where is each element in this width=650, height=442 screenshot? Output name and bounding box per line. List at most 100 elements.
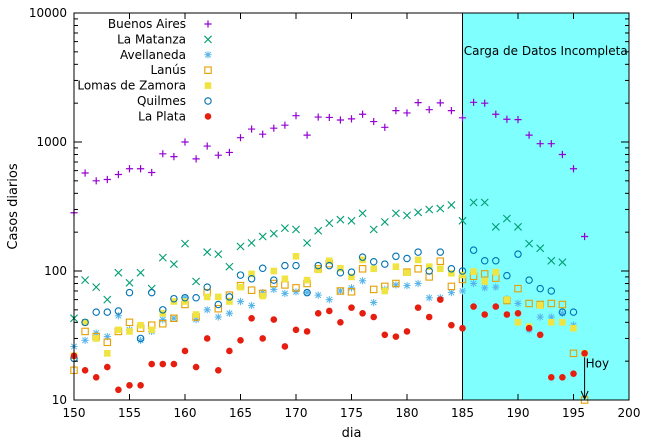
data-point (103, 308, 112, 316)
data-point (381, 287, 389, 295)
data-point (525, 239, 534, 248)
data-point (348, 304, 355, 311)
data-point (436, 257, 445, 266)
data-point (214, 250, 223, 259)
data-point (292, 284, 300, 292)
data-point (214, 151, 222, 159)
data-point (303, 276, 311, 284)
data-point (359, 110, 367, 118)
legend-marker (204, 35, 212, 44)
data-point (92, 335, 100, 342)
data-point (203, 248, 212, 257)
data-point (425, 294, 433, 302)
data-point (103, 295, 112, 304)
legend-label: Lomas de Zamora (77, 79, 186, 93)
data-point (104, 350, 111, 357)
data-point (536, 313, 544, 321)
data-point (258, 264, 267, 273)
data-point (347, 115, 356, 123)
data-point (547, 256, 556, 265)
data-point (92, 373, 100, 381)
x-tick-label: 155 (118, 406, 141, 420)
data-point (125, 278, 134, 287)
legend-marker (204, 113, 212, 120)
data-point (525, 324, 533, 332)
data-point (247, 275, 256, 283)
data-point (570, 324, 577, 332)
data-point (192, 294, 200, 302)
data-point (503, 271, 511, 280)
data-point (336, 287, 345, 295)
data-point (347, 288, 356, 296)
data-point (492, 268, 500, 276)
data-point (447, 200, 456, 209)
data-point (103, 338, 112, 347)
data-point (381, 260, 389, 268)
data-point (281, 121, 289, 129)
x-tick-label: 180 (396, 406, 419, 420)
legend-marker (204, 51, 212, 59)
data-point (414, 279, 422, 288)
data-point (248, 270, 255, 278)
data-point (247, 238, 256, 247)
data-point (448, 269, 455, 277)
series-6 (70, 296, 588, 394)
data-point (103, 175, 111, 184)
data-point (292, 261, 300, 270)
legend-marker (204, 20, 212, 28)
data-point (459, 271, 466, 279)
data-point (136, 268, 145, 277)
data-point (547, 140, 555, 148)
y-tick-label: 100 (44, 264, 67, 278)
data-point (391, 209, 400, 218)
data-point (181, 294, 189, 302)
data-point (81, 169, 89, 177)
data-point (314, 113, 322, 121)
data-point (380, 217, 389, 226)
data-point (81, 327, 89, 336)
data-point (237, 283, 244, 291)
x-tick-label: 170 (285, 406, 308, 420)
data-point (81, 318, 89, 327)
data-point (481, 278, 488, 285)
data-point (558, 150, 566, 159)
data-point (414, 248, 422, 256)
data-point (159, 360, 167, 368)
data-point (436, 99, 444, 107)
data-point (92, 177, 100, 185)
data-point (236, 242, 245, 251)
data-point (437, 296, 444, 303)
data-point (425, 205, 434, 214)
data-point (270, 276, 278, 284)
data-point (425, 263, 433, 270)
data-point (481, 311, 489, 318)
data-point (192, 316, 200, 324)
data-point (192, 277, 201, 286)
data-point (503, 115, 511, 123)
data-point (314, 261, 322, 270)
data-point (447, 289, 455, 297)
data-point (370, 117, 378, 126)
data-point (226, 298, 233, 305)
data-point (137, 165, 145, 173)
data-point (502, 214, 511, 223)
data-point (436, 248, 445, 256)
data-point (470, 98, 478, 106)
data-point (192, 155, 200, 163)
data-point (336, 287, 344, 295)
data-point (115, 386, 122, 394)
data-point (337, 264, 344, 272)
data-point (492, 303, 500, 310)
x-axis-label: dia (342, 426, 362, 441)
x-tick-label: 185 (451, 406, 474, 420)
data-point (558, 308, 567, 316)
y-tick-label: 10000 (29, 6, 67, 20)
data-point (514, 309, 522, 317)
data-point (281, 343, 289, 350)
incomplete-data-region (462, 12, 630, 401)
data-point (158, 253, 167, 262)
data-point (448, 321, 455, 329)
data-point (270, 124, 278, 132)
data-point (281, 289, 289, 298)
